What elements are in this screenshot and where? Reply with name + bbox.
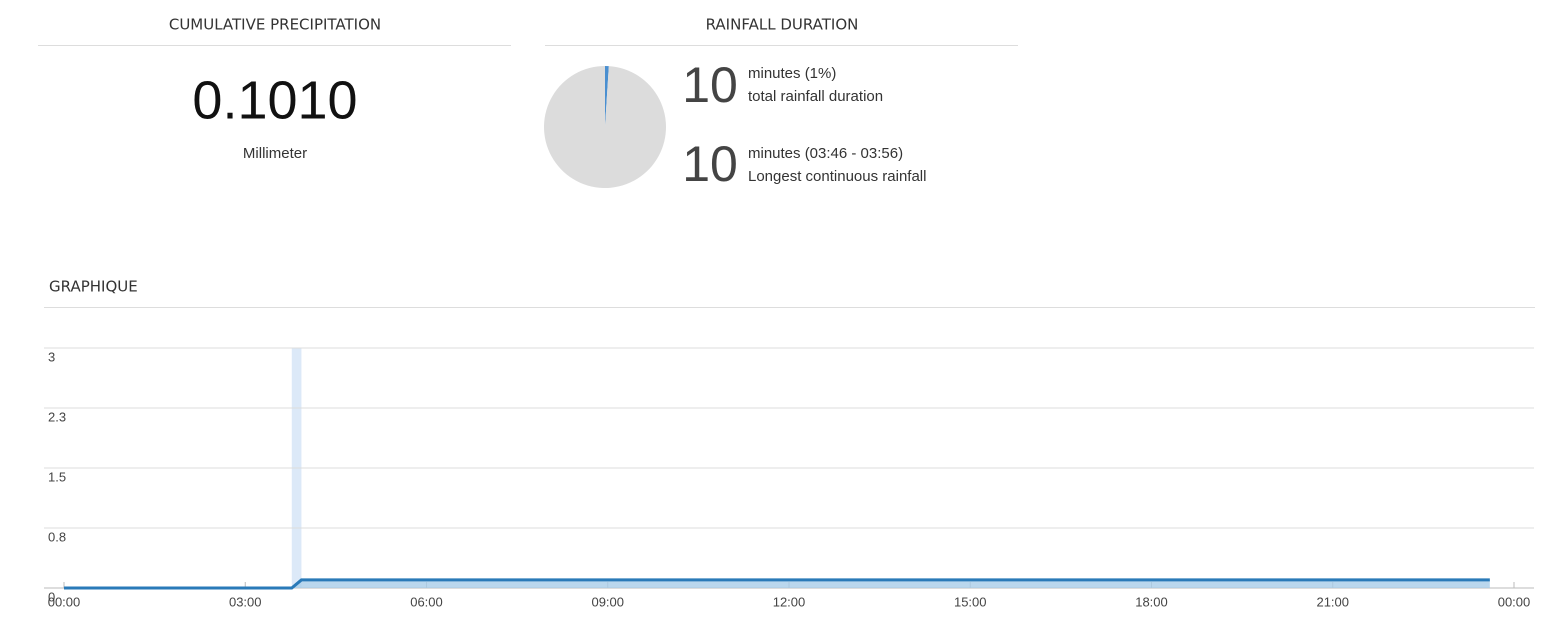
x-tick-label: 00:00 (48, 594, 81, 609)
y-tick-label: 1.5 (48, 469, 66, 484)
big-value: 0.1010 (192, 70, 357, 130)
stat-number: 10 (682, 57, 738, 113)
y-tick-label: 0 (48, 589, 55, 604)
panel-title: CUMULATIVE PRECIPITATION (169, 16, 381, 34)
x-tick-label: 03:00 (229, 594, 262, 609)
x-tick-label: 06:00 (410, 594, 443, 609)
area (64, 579, 1490, 588)
x-tick-label: 00:00 (1498, 594, 1531, 609)
x-tick-label: 12:00 (773, 594, 806, 609)
x-tick-label: 18:00 (1135, 594, 1168, 609)
stat-text: Longest continuous rainfall (748, 168, 926, 185)
x-tick-label: 15:00 (954, 594, 987, 609)
stat-text: minutes (03:46 - 03:56) (748, 145, 903, 162)
y-tick-label: 2.3 (48, 409, 66, 424)
chart-title: GRAPHIQUE (49, 278, 138, 296)
x-tick-label: 09:00 (591, 594, 624, 609)
chart: 0 0.8 1.5 2.3 3 00:00 03:00 06:00 09:00 12:00 15:0… (44, 347, 1534, 609)
panel-title: RAINFALL DURATION (706, 16, 859, 34)
pie (544, 66, 666, 188)
stat-number: 10 (682, 136, 738, 192)
pie-slice (605, 66, 609, 127)
unit: Millimeter (243, 145, 307, 162)
x-tick-label: 21:00 (1316, 594, 1349, 609)
y-tick-label: 3 (48, 349, 55, 364)
stat-text: total rainfall duration (748, 88, 883, 105)
stat-text: minutes (1%) (748, 65, 836, 82)
y-tick-label: 0.8 (48, 529, 66, 544)
pie-slice (544, 66, 666, 188)
line (64, 578, 1490, 590)
